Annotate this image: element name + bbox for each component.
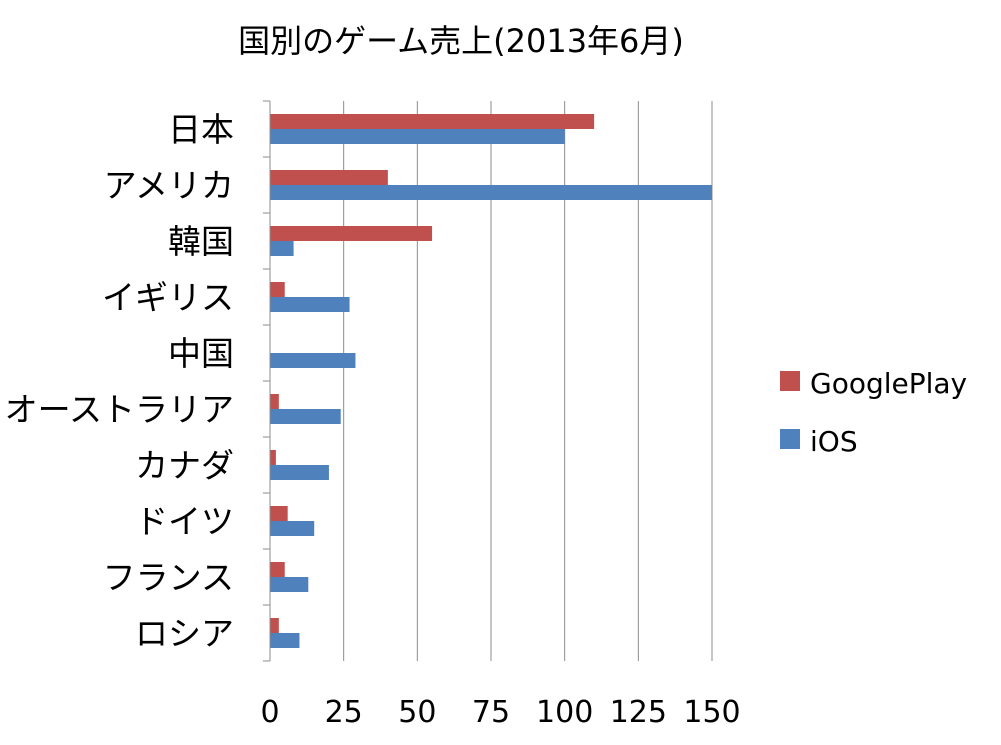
category-label-5: オーストラリア — [5, 390, 234, 429]
category-label-7: ドイツ — [135, 502, 234, 541]
bar-googleplay-9 — [270, 618, 279, 633]
bar-googleplay-0 — [270, 114, 595, 129]
bar-ios-8 — [270, 577, 309, 592]
bar-ios-5 — [270, 409, 341, 424]
bar-googleplay-3 — [270, 282, 285, 297]
x-tick-label-100: 100 — [536, 695, 593, 730]
x-tick-label-50: 50 — [398, 695, 436, 730]
x-tick-label-25: 25 — [325, 695, 363, 730]
bar-googleplay-1 — [270, 170, 388, 185]
bars — [270, 114, 712, 648]
category-label-2: 韓国 — [168, 222, 234, 261]
bar-ios-0 — [270, 129, 565, 144]
bar-googleplay-6 — [270, 450, 276, 465]
bar-ios-2 — [270, 241, 294, 256]
tick-labels: 0 25 50 75 100 125 150 — [260, 695, 740, 730]
bar-googleplay-2 — [270, 226, 433, 241]
chart-title: 国別のゲーム売上(2013年6月) — [238, 22, 684, 60]
category-label-6: カナダ — [135, 446, 234, 485]
bar-ios-4 — [270, 353, 356, 368]
bar-googleplay-8 — [270, 562, 285, 577]
category-label-4: 中国 — [168, 334, 234, 373]
axes — [263, 100, 271, 662]
bar-ios-3 — [270, 297, 350, 312]
legend-swatch-ios — [780, 429, 800, 449]
legend-label-ios: iOS — [810, 425, 858, 458]
bar-ios-1 — [270, 185, 712, 200]
bar-ios-7 — [270, 521, 315, 536]
x-tick-label-75: 75 — [472, 695, 510, 730]
legend: GooglePlay iOS — [780, 367, 967, 458]
x-tick-label-150: 150 — [683, 695, 740, 730]
category-label-8: フランス — [103, 558, 234, 597]
bar-ios-9 — [270, 633, 300, 648]
bar-googleplay-5 — [270, 394, 279, 409]
x-tick-label-0: 0 — [260, 695, 279, 730]
bar-ios-6 — [270, 465, 329, 480]
category-label-1: アメリカ — [104, 166, 234, 205]
category-label-9: ロシア — [135, 614, 234, 653]
bar-googleplay-7 — [270, 506, 288, 521]
x-tick-label-125: 125 — [610, 695, 667, 730]
legend-label-googleplay: GooglePlay — [810, 367, 967, 400]
category-label-3: イギリス — [102, 278, 234, 317]
legend-swatch-googleplay — [780, 371, 800, 391]
category-label-0: 日本 — [168, 110, 234, 149]
